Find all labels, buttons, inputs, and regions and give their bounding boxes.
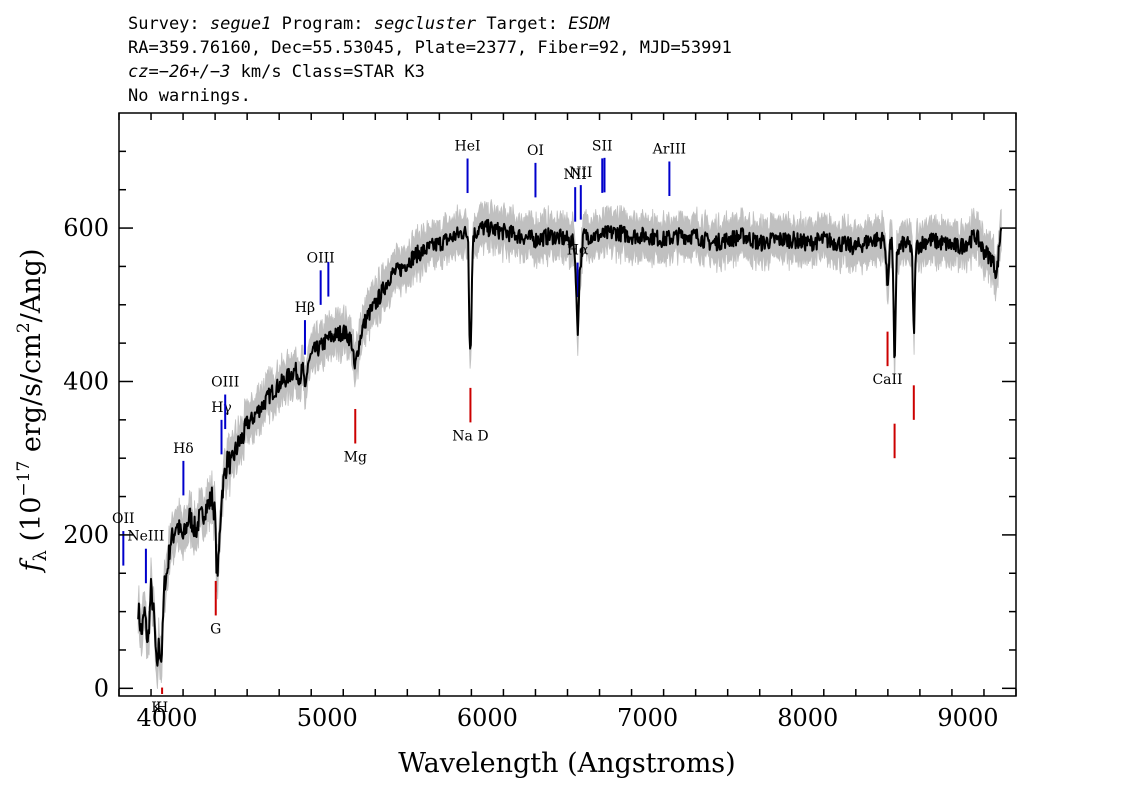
absorption-label-5: CaII xyxy=(872,372,902,388)
noise-band xyxy=(137,199,1002,689)
emission-label-1: NeIII xyxy=(127,529,164,545)
header-line-2: RA=359.76160, Dec=55.53045, Plate=2377, … xyxy=(128,38,732,58)
y-tick-label: 600 xyxy=(63,214,109,242)
emission-label-13: SII xyxy=(592,138,613,154)
absorption-label-3: Mg xyxy=(344,449,367,465)
y-tick-label: 200 xyxy=(63,521,109,549)
emission-label-15: ArIII xyxy=(652,141,686,157)
emission-label-10: NII xyxy=(564,167,587,183)
y-axis-title: fλ (10−17 erg/s/cm2/Ang) xyxy=(14,249,51,574)
header-line-4: No warnings. xyxy=(128,86,251,106)
flux-line xyxy=(137,218,1003,667)
absorption-label-4: Na D xyxy=(452,428,488,444)
header-line-1: Survey: segue1 Program: segcluster Targe… xyxy=(128,14,610,34)
x-tick-label: 4000 xyxy=(137,704,198,732)
x-tick-label: 5000 xyxy=(297,704,358,732)
absorption-label-1: H xyxy=(156,700,168,716)
header: Survey: segue1 Program: segcluster Targe… xyxy=(128,14,732,106)
y-tick-label: 0 xyxy=(94,674,109,702)
x-tick-label: 9000 xyxy=(937,704,998,732)
emission-label-6: OIII xyxy=(307,250,335,266)
x-tick-label: 7000 xyxy=(617,704,678,732)
y-tick-label: 400 xyxy=(63,367,109,395)
x-tick-label: 6000 xyxy=(457,704,518,732)
emission-label-5: Hβ xyxy=(295,300,315,316)
noise-band-area xyxy=(137,199,1002,689)
header-line-3: cz=−26+/−3 km/s Class=STAR K3 xyxy=(128,62,425,82)
x-tick-label: 8000 xyxy=(777,704,838,732)
absorption-label-2: G xyxy=(210,621,221,637)
emission-label-4: OIII xyxy=(211,375,239,391)
emission-label-2: Hδ xyxy=(173,441,194,457)
absorption-label-0: K xyxy=(151,700,162,716)
flux-series xyxy=(137,218,1003,667)
emission-label-3: Hγ xyxy=(211,400,232,416)
emission-label-0: OII xyxy=(112,511,135,527)
axis-ticks: 4000 5000 6000 7000 8000 9000 0 200 400 600 xyxy=(63,113,1017,732)
emission-label-8: HeI xyxy=(455,139,481,155)
emission-label-12: NII xyxy=(569,165,592,181)
emission-label-9: OI xyxy=(527,143,544,159)
x-axis-title: Wavelength (Angstroms) xyxy=(398,748,735,779)
